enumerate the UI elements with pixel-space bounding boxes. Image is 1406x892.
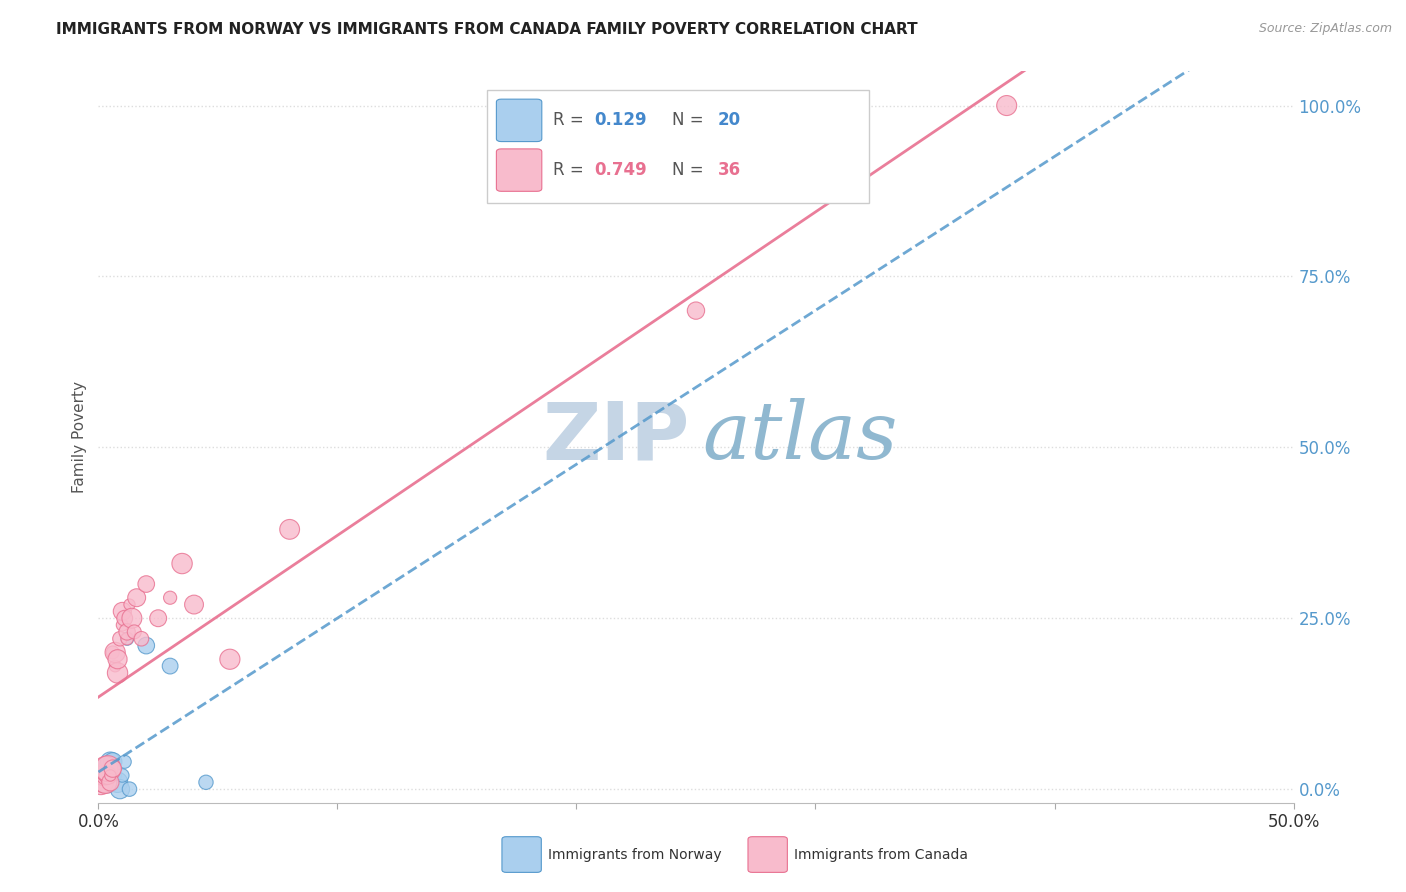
Text: 0.129: 0.129 bbox=[595, 112, 647, 129]
Point bbox=[90, 768, 112, 782]
Point bbox=[115, 632, 138, 646]
Point bbox=[135, 577, 157, 591]
Point bbox=[101, 755, 124, 769]
Point bbox=[194, 775, 218, 789]
Point bbox=[159, 591, 181, 605]
Point bbox=[108, 632, 131, 646]
Point bbox=[183, 598, 205, 612]
Text: Immigrants from Norway: Immigrants from Norway bbox=[548, 847, 721, 862]
Point bbox=[94, 768, 117, 782]
Point bbox=[97, 775, 120, 789]
Point bbox=[101, 645, 124, 659]
Point bbox=[995, 98, 1018, 112]
Text: R =: R = bbox=[553, 161, 589, 179]
Point bbox=[148, 611, 170, 625]
Point bbox=[97, 768, 120, 782]
Point bbox=[115, 632, 138, 646]
Point bbox=[107, 775, 129, 789]
Point bbox=[115, 624, 138, 639]
Point bbox=[101, 762, 124, 776]
Point bbox=[278, 522, 301, 536]
Point bbox=[118, 598, 141, 612]
Point bbox=[135, 639, 157, 653]
Point bbox=[118, 782, 141, 797]
Text: Immigrants from Canada: Immigrants from Canada bbox=[794, 847, 969, 862]
Point bbox=[107, 652, 129, 666]
Point bbox=[98, 775, 122, 789]
Point bbox=[104, 645, 127, 659]
Point bbox=[94, 762, 117, 776]
Text: ZIP: ZIP bbox=[543, 398, 690, 476]
Text: 36: 36 bbox=[717, 161, 741, 179]
Point bbox=[124, 624, 146, 639]
Text: 0.749: 0.749 bbox=[595, 161, 647, 179]
Point bbox=[94, 762, 117, 776]
Point bbox=[101, 768, 124, 782]
Text: 20: 20 bbox=[717, 112, 741, 129]
FancyBboxPatch shape bbox=[486, 90, 869, 203]
Point bbox=[114, 755, 136, 769]
FancyBboxPatch shape bbox=[496, 99, 541, 142]
Point bbox=[91, 775, 114, 789]
Point bbox=[121, 611, 143, 625]
Point bbox=[97, 762, 120, 776]
Point bbox=[91, 775, 114, 789]
Text: IMMIGRANTS FROM NORWAY VS IMMIGRANTS FROM CANADA FAMILY POVERTY CORRELATION CHAR: IMMIGRANTS FROM NORWAY VS IMMIGRANTS FRO… bbox=[56, 22, 918, 37]
Point bbox=[159, 659, 181, 673]
Point bbox=[108, 782, 131, 797]
Point bbox=[114, 611, 136, 625]
Point bbox=[98, 768, 122, 782]
Text: N =: N = bbox=[672, 161, 709, 179]
Point bbox=[98, 755, 122, 769]
Point bbox=[90, 775, 112, 789]
Point bbox=[685, 303, 707, 318]
Point bbox=[94, 775, 117, 789]
Text: N =: N = bbox=[672, 112, 709, 129]
Text: atlas: atlas bbox=[702, 399, 897, 475]
Text: R =: R = bbox=[553, 112, 589, 129]
Point bbox=[104, 762, 127, 776]
Point bbox=[94, 768, 117, 782]
Point bbox=[111, 618, 134, 632]
Point bbox=[131, 632, 153, 646]
Point bbox=[104, 659, 127, 673]
Point bbox=[219, 652, 242, 666]
Point bbox=[98, 768, 122, 782]
FancyBboxPatch shape bbox=[496, 149, 541, 191]
Point bbox=[107, 665, 129, 680]
Text: Source: ZipAtlas.com: Source: ZipAtlas.com bbox=[1258, 22, 1392, 36]
Y-axis label: Family Poverty: Family Poverty bbox=[72, 381, 87, 493]
Point bbox=[172, 557, 194, 571]
Point bbox=[111, 604, 134, 618]
Point bbox=[111, 768, 134, 782]
Point bbox=[97, 762, 120, 776]
Point bbox=[125, 591, 148, 605]
Point bbox=[91, 768, 114, 782]
